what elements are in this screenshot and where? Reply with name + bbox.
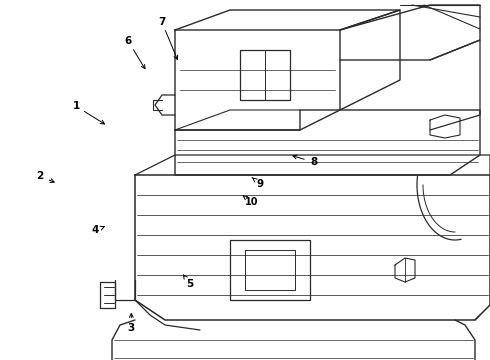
Text: 10: 10 <box>245 197 258 207</box>
Text: 3: 3 <box>128 323 135 333</box>
Text: 6: 6 <box>125 36 132 46</box>
Text: 4: 4 <box>92 225 99 235</box>
Text: 9: 9 <box>256 179 263 189</box>
Text: 7: 7 <box>158 17 166 27</box>
Text: 8: 8 <box>310 157 317 167</box>
Text: 1: 1 <box>73 101 79 111</box>
Text: 5: 5 <box>187 279 194 289</box>
Text: 2: 2 <box>37 171 44 181</box>
